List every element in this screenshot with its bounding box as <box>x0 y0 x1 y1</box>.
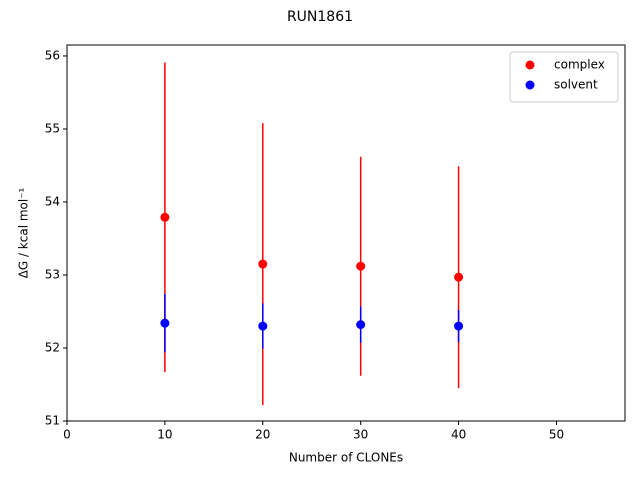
point <box>160 212 170 222</box>
y-tick-label: 53 <box>45 267 60 281</box>
point <box>356 261 366 271</box>
legend-marker <box>525 60 535 70</box>
legend-label: solvent <box>554 78 598 92</box>
y-tick-label: 51 <box>45 414 60 428</box>
x-tick-label: 0 <box>63 428 71 442</box>
y-tick-label: 56 <box>45 48 60 62</box>
x-tick-label: 30 <box>353 428 368 442</box>
legend-label: complex <box>554 58 605 72</box>
point <box>454 272 464 282</box>
y-tick-label: 54 <box>45 194 60 208</box>
point <box>160 318 170 328</box>
point <box>454 321 464 331</box>
x-tick-label: 50 <box>549 428 564 442</box>
y-tick-label: 52 <box>45 340 60 354</box>
point <box>258 259 268 269</box>
y-tick-label: 55 <box>45 121 60 135</box>
point <box>356 320 366 330</box>
y-axis-label: ΔG / kcal mol⁻¹ <box>17 187 31 278</box>
point <box>258 321 268 331</box>
x-tick-label: 40 <box>451 428 466 442</box>
chart-title: RUN1861 <box>287 9 353 25</box>
legend-box <box>509 51 619 103</box>
x-tick-label: 20 <box>255 428 270 442</box>
legend-marker <box>525 80 535 90</box>
plot-frame <box>66 44 626 422</box>
x-axis-label: Number of CLONEs <box>289 451 403 465</box>
x-tick-label: 10 <box>157 428 172 442</box>
